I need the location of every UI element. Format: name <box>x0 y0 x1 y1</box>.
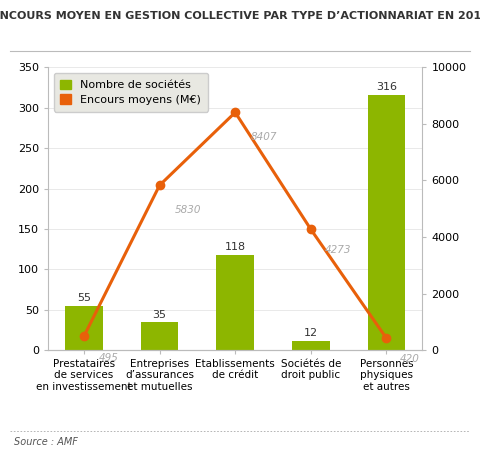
Text: 118: 118 <box>225 242 246 252</box>
Text: Source : AMF: Source : AMF <box>14 437 78 447</box>
Text: 35: 35 <box>153 309 167 320</box>
Text: 5830: 5830 <box>175 205 201 215</box>
Text: 495: 495 <box>99 353 119 363</box>
Bar <box>292 340 330 350</box>
Text: 4273: 4273 <box>324 245 351 255</box>
Bar <box>141 322 179 350</box>
Legend: Nombre de sociétés, Encours moyens (M€): Nombre de sociétés, Encours moyens (M€) <box>54 73 208 111</box>
Text: 8407: 8407 <box>251 132 277 142</box>
Bar <box>368 95 406 350</box>
Bar <box>216 255 254 350</box>
Text: ENCOURS MOYEN EN GESTION COLLECTIVE PAR TYPE D’ACTIONNARIAT EN 2011: ENCOURS MOYEN EN GESTION COLLECTIVE PAR … <box>0 11 480 21</box>
Text: 420: 420 <box>400 354 420 364</box>
Text: 316: 316 <box>376 83 397 92</box>
Text: 55: 55 <box>77 293 91 304</box>
Bar <box>65 306 103 350</box>
Text: 12: 12 <box>304 328 318 338</box>
